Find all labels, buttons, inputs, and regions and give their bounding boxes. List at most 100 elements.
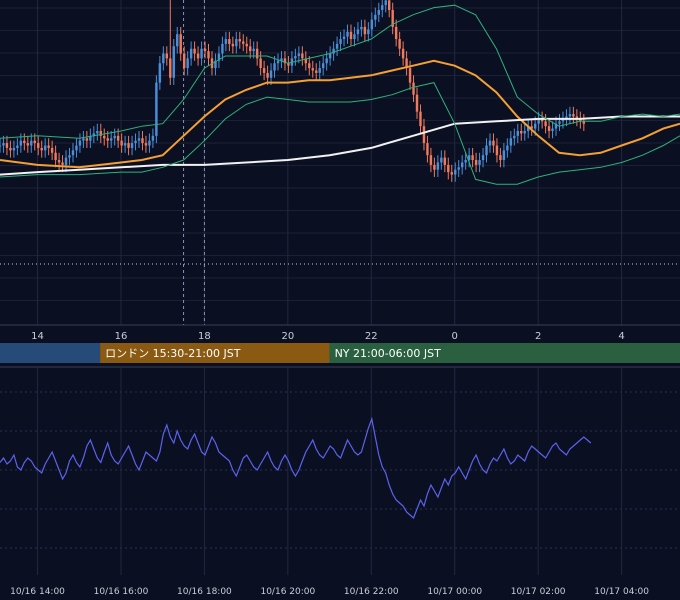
session-label: NY 21:00-06:00 JST: [335, 347, 442, 360]
oscillator-x-tick-label: 10/17 02:00: [511, 587, 566, 597]
candle-body: [301, 53, 304, 59]
candle-body: [276, 60, 280, 64]
candle-body: [422, 126, 426, 144]
candle-body: [238, 39, 241, 42]
candle-body: [381, 5, 384, 10]
candle-body: [203, 48, 207, 52]
candle-body: [464, 160, 467, 163]
candle-body: [269, 70, 273, 78]
candle-body: [374, 14, 377, 20]
candle-body: [165, 53, 169, 59]
candle-body: [547, 126, 551, 131]
candle-body: [342, 36, 346, 40]
candle-body: [33, 140, 36, 144]
candle-body: [308, 63, 311, 69]
candle-body: [360, 26, 363, 30]
candle-body: [502, 150, 506, 161]
candle-body: [43, 145, 47, 151]
oscillator-x-axis: 10/16 14:00 10/16 16:00 10/16 18:00 10/16 2…: [10, 587, 649, 597]
candle-body: [328, 53, 332, 59]
candle-body: [221, 43, 224, 54]
candle-body: [9, 147, 12, 151]
candle-body: [415, 94, 419, 112]
candle-body: [460, 162, 464, 168]
candle-body: [255, 48, 259, 59]
price-x-axis: 14 16 18 20 22 0 2 4: [31, 331, 625, 342]
candle-body: [5, 143, 9, 148]
candle-body: [405, 58, 408, 69]
candle-body: [554, 123, 558, 129]
candle-body: [130, 143, 134, 148]
candle-body: [106, 138, 109, 141]
price-x-tick-label: 18: [198, 331, 211, 342]
candle-body: [387, 0, 391, 11]
candle-body: [162, 53, 165, 64]
candle-body: [363, 26, 367, 35]
candle-body: [492, 140, 495, 146]
candle-body: [582, 121, 586, 124]
candle-body: [148, 140, 151, 146]
candle-body: [189, 48, 193, 59]
candle-body: [377, 10, 381, 15]
price-x-tick-label: 14: [31, 331, 44, 342]
candle-body: [19, 140, 23, 146]
oscillator-x-tick-label: 10/16 16:00: [94, 587, 149, 597]
candle-body: [248, 46, 252, 52]
candle-body: [116, 135, 120, 141]
price-series: [0, 0, 680, 185]
candle-body: [82, 138, 85, 141]
candle-body: [103, 135, 106, 139]
candle-body: [231, 43, 235, 47]
candle-body: [551, 128, 554, 131]
candle-body: [224, 39, 228, 44]
oscillator-x-tick-label: 10/16 20:00: [260, 587, 315, 597]
candle-body: [123, 143, 127, 146]
candle-body: [544, 121, 547, 127]
candle-body: [141, 138, 144, 144]
candle-body: [356, 29, 360, 35]
candle-body: [520, 131, 523, 134]
candle-body: [443, 157, 447, 165]
candle-body: [575, 116, 579, 119]
candle-body: [297, 53, 301, 56]
candle-body: [137, 138, 141, 141]
candle-body: [89, 135, 92, 141]
candle-body: [568, 114, 572, 117]
candle-body: [457, 167, 460, 170]
candle-body: [109, 138, 113, 141]
candle-body: [71, 150, 75, 156]
candle-body: [96, 131, 99, 134]
candle-body: [2, 143, 5, 146]
candle-body: [99, 131, 102, 136]
candle-body: [579, 118, 582, 122]
candle-body: [540, 118, 544, 122]
candle-body: [311, 68, 314, 71]
candle-body: [398, 39, 401, 49]
candle-body: [64, 157, 68, 165]
candle-body: [158, 63, 162, 83]
candle-body: [339, 39, 342, 44]
candle-body: [57, 160, 61, 163]
candle-body: [384, 0, 387, 6]
candle-body: [353, 34, 356, 40]
candle-body: [565, 116, 568, 119]
moving-average-line: [0, 59, 680, 169]
candle-body: [467, 155, 471, 161]
candle-body: [526, 126, 530, 131]
candle-body: [176, 34, 179, 47]
candle-body: [332, 48, 335, 54]
candle-body: [481, 155, 485, 161]
candle-body: [252, 48, 255, 52]
candle-body: [454, 169, 457, 175]
price-x-tick-label: 2: [535, 331, 541, 342]
candle-body: [391, 10, 394, 27]
candle-body: [506, 145, 509, 151]
candle-body: [214, 60, 217, 69]
candle-body: [370, 19, 374, 30]
candle-body: [259, 58, 262, 69]
moving-average-line: [0, 115, 680, 176]
candle-body: [0, 145, 2, 147]
oscillator-x-tick-label: 10/17 00:00: [427, 587, 482, 597]
candle-body: [155, 82, 158, 136]
